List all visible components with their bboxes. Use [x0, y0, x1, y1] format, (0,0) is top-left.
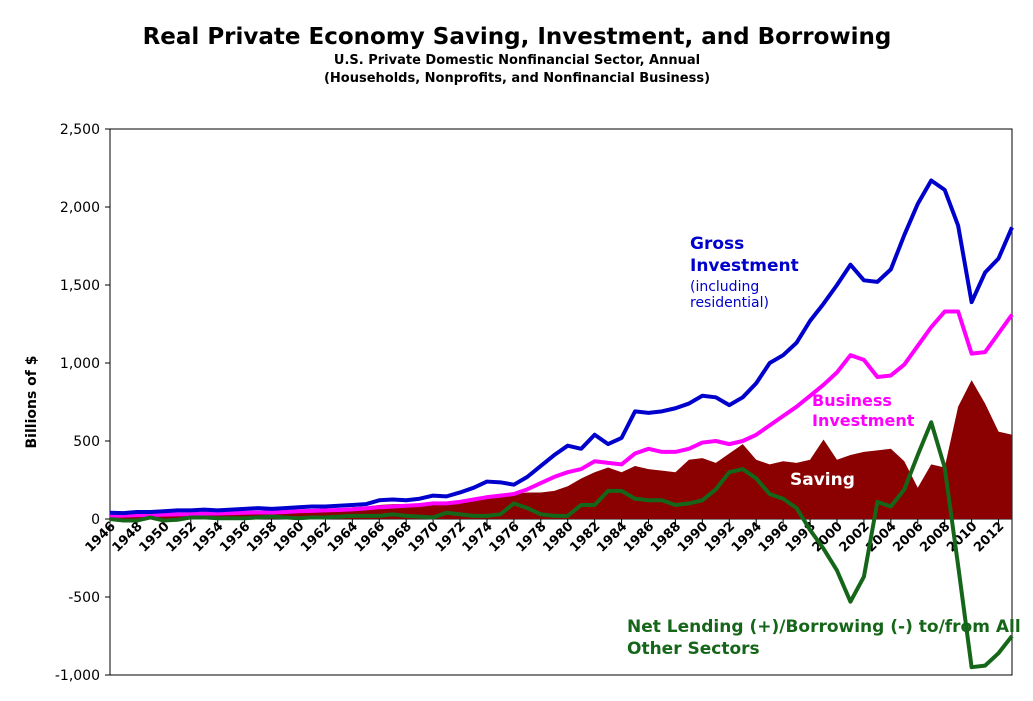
y-axis-label: Billions of $	[24, 356, 40, 449]
y-tick-label: 2,000	[60, 200, 100, 216]
y-tick-label: 1,500	[60, 278, 100, 294]
series-label: Net Lending (+)/Borrowing (-) to/from Al…	[627, 617, 1021, 659]
chart-subtitle: (Households, Nonprofits, and Nonfinancia…	[324, 71, 710, 86]
line	[109, 178, 1014, 516]
series-label: Saving	[790, 470, 855, 490]
chart-subtitle: U.S. Private Domestic Nonfinancial Secto…	[334, 53, 700, 68]
y-tick-label: 2,500	[60, 122, 100, 138]
plot-frame	[109, 128, 1013, 676]
y-tick-label: -1,000	[55, 668, 100, 684]
line	[109, 420, 1014, 670]
y-tick-label: 0	[91, 512, 100, 528]
y-tick-label: -500	[68, 590, 100, 606]
x-tick-label: 2012	[971, 519, 1007, 555]
y-tick-label: 500	[73, 434, 100, 450]
chart-title: Real Private Economy Saving, Investment,…	[143, 24, 892, 50]
line	[109, 309, 1014, 518]
series-label: Business Investment	[812, 391, 915, 430]
y-tick-label: 1,000	[60, 356, 100, 372]
series-note: (including residential)	[690, 279, 769, 311]
series-label: Gross Investment	[690, 234, 799, 276]
area	[110, 380, 1012, 519]
